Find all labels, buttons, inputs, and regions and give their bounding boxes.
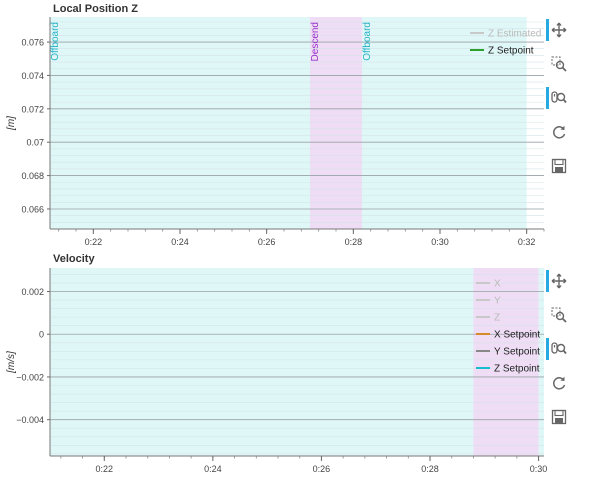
chart-toolbar (546, 268, 572, 438)
save-tool-button[interactable] (546, 153, 572, 179)
y-tick-label: 0.068 (21, 171, 44, 181)
legend-label: X Setpoint (494, 330, 540, 341)
chart-panel-local-position-z: 0.076 0.074 0.072 0.07 0.068 0.066 Offboard Des… (0, 0, 594, 250)
reset-tool-button[interactable] (546, 119, 572, 145)
legend-label: Z Setpoint (494, 364, 540, 375)
x-tick-label: 0:26 (258, 237, 276, 247)
x-tick-label: 0:28 (345, 237, 363, 247)
wheel-zoom-tool-button[interactable] (546, 85, 572, 111)
flight-mode-region (538, 268, 544, 456)
plot-area-local-position-z[interactable]: 0.076 0.074 0.072 0.07 0.068 0.066 Offboard Des… (0, 0, 594, 250)
flight-mode-label: Offboard (50, 22, 61, 61)
pan-tool-button[interactable] (546, 17, 572, 43)
chart-title: Velocity (53, 253, 95, 265)
flight-mode-label: Descend (310, 22, 321, 61)
y-axis-label: [m/s] (6, 351, 17, 374)
reset-icon (553, 125, 566, 139)
flight-mode-region (362, 17, 527, 229)
box-zoom-icon (551, 307, 567, 323)
flight-mode-region (50, 17, 310, 229)
x-tick-label: 0:30 (530, 464, 548, 474)
x-tick-label: 0:24 (171, 237, 189, 247)
legend-label: Z Setpoint (488, 46, 534, 57)
legend-label: Z Estimated (488, 29, 541, 40)
save-icon (551, 158, 567, 174)
flight-mode-region (310, 17, 362, 229)
x-tick-label: 0:26 (313, 464, 331, 474)
y-tick-label: 0.066 (21, 204, 44, 214)
reset-tool-button[interactable] (546, 370, 572, 396)
box-zoom-tool-button[interactable] (546, 302, 572, 328)
y-tick-label: 0 (39, 330, 44, 340)
y-tick-label: 0.076 (21, 38, 44, 48)
chart-panel-velocity: 0.002 0 −0.002 −0.004 0:22 0:24 0:26 0:28 0:30 [m… (0, 250, 594, 500)
save-icon (551, 409, 567, 425)
legend-label: X (494, 279, 501, 290)
y-tick-label: 0.07 (26, 138, 44, 148)
flight-mode-region (50, 268, 474, 456)
y-tick-label: −0.002 (16, 372, 44, 382)
x-tick-label: 0:24 (204, 464, 222, 474)
y-axis-label: [m] (6, 116, 17, 131)
flight-mode-label: Offboard (362, 22, 373, 61)
x-tick-label: 0:22 (85, 237, 103, 247)
y-tick-label: −0.004 (16, 415, 44, 425)
pan-icon (551, 22, 567, 38)
wheel-zoom-tool-button[interactable] (546, 336, 572, 362)
wheel-zoom-icon (551, 91, 567, 104)
x-tick-label: 0:22 (96, 464, 114, 474)
chart-title: Local Position Z (53, 3, 138, 15)
wheel-zoom-icon (551, 342, 567, 355)
x-tick-label: 0:30 (431, 237, 449, 247)
save-tool-button[interactable] (546, 404, 572, 430)
legend-label: Y (494, 296, 501, 307)
flight-mode-region (473, 268, 539, 456)
x-tick-label: 0:32 (518, 237, 536, 247)
y-tick-label: 0.074 (21, 71, 44, 81)
y-tick-label: 0.072 (21, 104, 44, 114)
plot-area-velocity[interactable]: 0.002 0 −0.002 −0.004 0:22 0:24 0:26 0:28 0:30 [m… (0, 250, 594, 500)
legend-label: Z (494, 313, 500, 324)
chart-toolbar (546, 17, 572, 187)
reset-icon (553, 376, 566, 390)
pan-icon (551, 273, 567, 289)
box-zoom-tool-button[interactable] (546, 51, 572, 77)
pan-tool-button[interactable] (546, 268, 572, 294)
y-tick-label: 0.002 (21, 287, 44, 297)
x-tick-label: 0:28 (421, 464, 439, 474)
box-zoom-icon (551, 56, 567, 72)
legend-label: Y Setpoint (494, 347, 540, 358)
